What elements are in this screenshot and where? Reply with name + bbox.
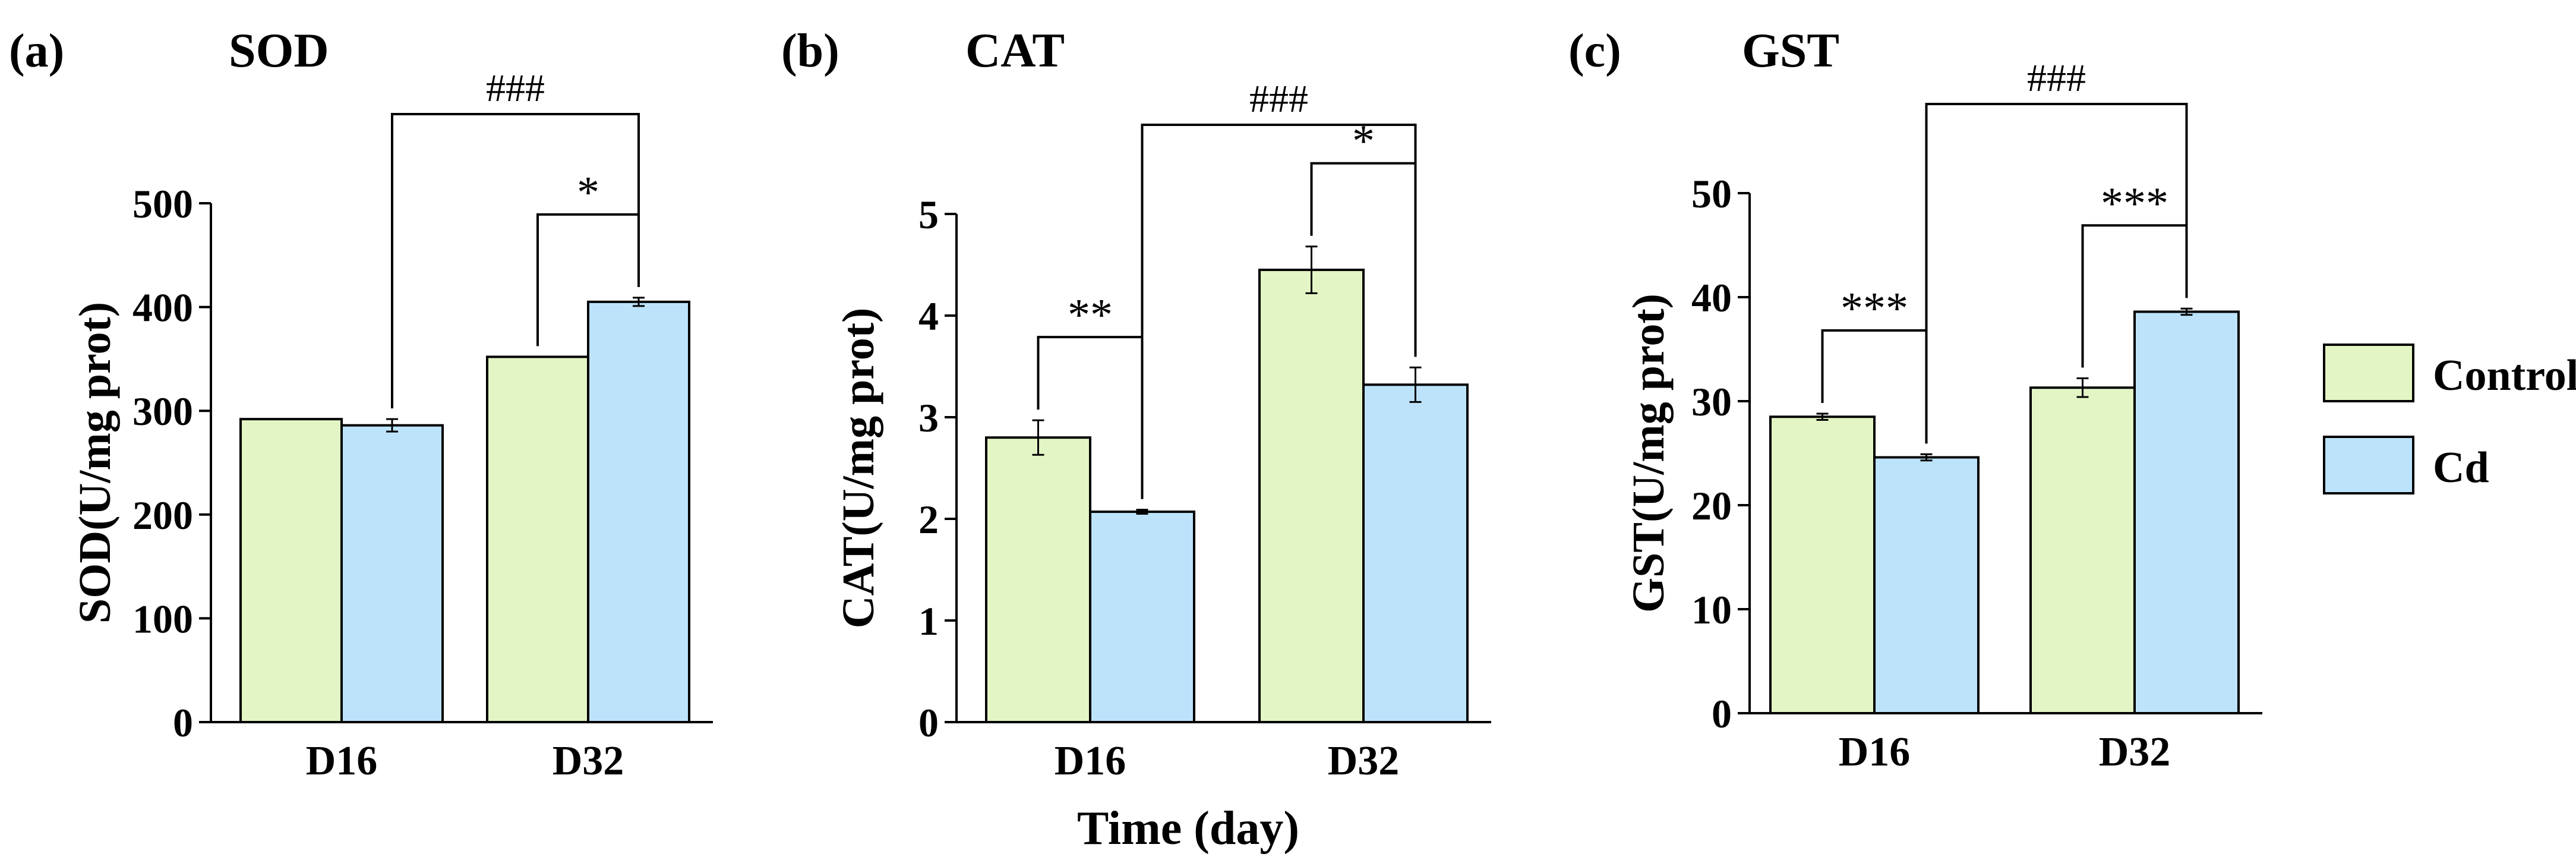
bar-cd-d32 [1362,383,1469,723]
y-axis-label: SOD(U/mg prot) [70,302,120,623]
bar-control-d16 [985,436,1091,723]
y-tick-label: 0 [918,700,939,745]
x-axis-title: Time (day) [1077,802,1299,855]
significance-bracket [1141,124,1417,499]
bar-control-d16 [239,418,343,724]
y-tick-label: 500 [132,181,193,226]
bar-cd-d16 [340,424,444,723]
significance-bracket [1925,103,2188,444]
significance-label: ### [2027,56,2086,100]
bar-cd-d16 [1089,511,1195,724]
significance-label: *** [2101,178,2168,228]
y-tick-label: 2 [918,497,939,542]
significance-label: ### [1249,77,1308,121]
bar-cd-d16 [1873,456,1980,714]
significance-bracket [391,113,640,409]
y-tick-label: 20 [1691,483,1732,528]
y-tick-label: 300 [132,389,193,434]
x-tick-label: D16 [1055,738,1126,784]
legend-swatch-control [2323,344,2414,402]
panel-label: (a) [9,25,64,77]
y-tick-label: 4 [918,294,939,339]
significance-label: *** [1841,283,1908,333]
legend: Control Cd [2323,344,2576,494]
y-tick-label: 1 [918,598,939,644]
y-tick-label: 50 [1691,171,1732,216]
y-axis-label: GST(U/mg prot) [1624,294,1674,613]
significance-label: * [577,168,599,218]
x-tick-label: D32 [553,738,624,784]
y-tick-label: 30 [1691,379,1732,424]
chart-title: CAT [965,23,1065,77]
bar-cd-d32 [2133,310,2240,714]
y-tick-label: 100 [132,596,193,641]
x-tick-label: D16 [1839,729,1911,775]
y-tick-label: 400 [132,285,193,330]
y-tick-label: 0 [1712,691,1732,736]
chart-title: SOD [229,23,329,77]
y-tick-label: 0 [173,700,193,745]
significance-label: ** [1068,290,1113,340]
y-tick-label: 5 [918,192,939,237]
legend-swatch-cd [2323,436,2414,494]
y-tick-label: 40 [1691,275,1732,320]
y-tick-label: 3 [918,395,939,440]
y-tick-label: 200 [132,493,193,538]
y-tick-label: 10 [1691,587,1732,632]
bar-control-d16 [1769,415,1876,714]
x-tick-label: D32 [2099,729,2171,775]
chart-title: GST [1742,23,1839,77]
x-tick-label: D16 [306,738,378,784]
panel-label: (b) [781,25,839,77]
significance-label: ### [486,67,545,110]
bar-cd-d32 [587,300,690,723]
panel-label: (c) [1568,25,1621,77]
y-axis-label: CAT(U/mg prot) [834,308,883,629]
legend-label-control: Control [2433,351,2576,400]
bar-control-d32 [2029,386,2136,714]
panel-gst: (c) GST GST(U/mg prot) D16 D32 0 10 20 30 40 50 ***… [1568,23,2262,775]
x-tick-label: D32 [1328,738,1400,784]
bar-control-d32 [1258,269,1365,723]
legend-label-cd: Cd [2433,443,2489,492]
panel-sod: (a) SOD SOD(U/mg prot) D16 D32 0 100 200 300 400 5… [9,23,713,784]
bar-control-d32 [486,355,589,723]
